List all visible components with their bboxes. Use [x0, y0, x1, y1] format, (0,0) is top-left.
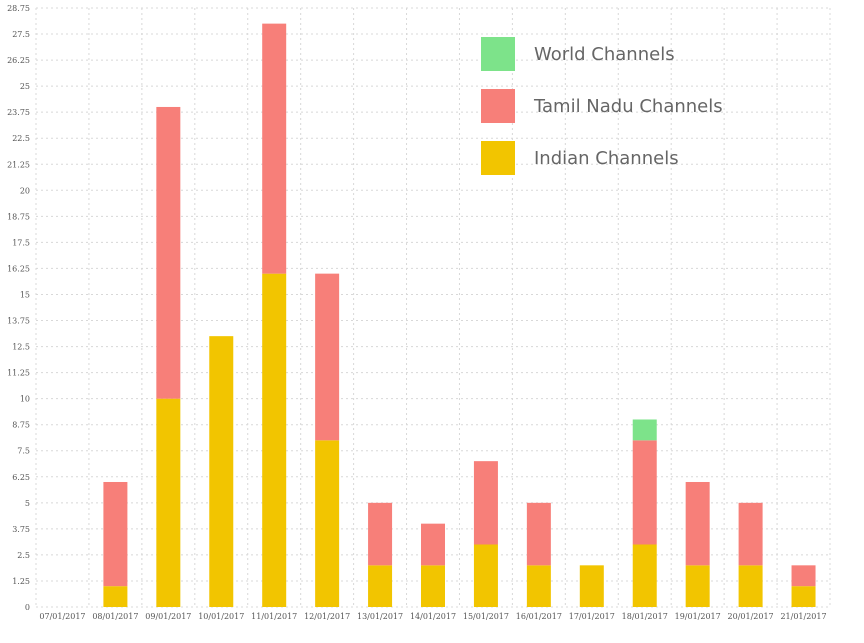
bar-segment-tamil-nadu-channels	[685, 481, 710, 566]
x-tick-label: 19/01/2017	[675, 612, 721, 621]
y-tick-label: 25	[20, 82, 30, 91]
legend-label: World Channels	[534, 44, 675, 65]
x-tick-label: 16/01/2017	[516, 612, 562, 621]
x-tick-label: 15/01/2017	[463, 612, 509, 621]
bar-segment-indian-channels	[738, 565, 763, 607]
bar-segment-indian-channels	[421, 565, 445, 607]
legend-swatch	[481, 37, 515, 71]
y-tick-label: 11.25	[7, 369, 30, 378]
bar-segment-tamil-nadu-channels	[368, 502, 393, 566]
y-tick-label: 27.5	[12, 30, 30, 39]
x-tick-label: 10/01/2017	[198, 612, 244, 621]
bar-segment-indian-channels	[473, 544, 498, 607]
legend-swatch	[481, 89, 515, 123]
bar-segment-tamil-nadu-channels	[791, 565, 816, 587]
y-tick-label: 20	[20, 186, 30, 195]
bar-segment-tamil-nadu-channels	[156, 106, 181, 399]
bar-segment-tamil-nadu-channels	[262, 23, 287, 274]
y-tick-label: 1.25	[12, 577, 30, 586]
bar-segment-indian-channels	[685, 565, 710, 607]
bar-segment-indian-channels	[579, 565, 604, 607]
y-tick-label: 13.75	[7, 317, 30, 326]
bar-segment-tamil-nadu-channels	[738, 502, 763, 566]
bar-segment-indian-channels	[368, 565, 393, 607]
y-tick-label: 8.75	[12, 421, 30, 430]
y-tick-label: 2.5	[17, 551, 30, 560]
x-tick-label: 17/01/2017	[569, 612, 615, 621]
y-tick-label: 16.25	[7, 264, 30, 273]
x-tick-label: 13/01/2017	[357, 612, 403, 621]
x-tick-label: 18/01/2017	[622, 612, 668, 621]
y-tick-label: 6.25	[12, 473, 30, 482]
y-tick-label: 7.5	[17, 447, 30, 456]
x-axis-ticks: 07/01/2017 08/01/2017 09/01/2017 10/01/2017…	[39, 612, 826, 621]
bar-segment-tamil-nadu-channels	[315, 273, 340, 441]
y-tick-label: 23.75	[7, 108, 30, 117]
bar-segment-tamil-nadu-channels	[473, 461, 498, 545]
bar-segment-indian-channels	[632, 544, 657, 607]
x-tick-label: 14/01/2017	[410, 612, 456, 621]
y-tick-label: 10	[20, 395, 30, 404]
bars	[103, 23, 816, 607]
y-tick-label: 0	[25, 603, 30, 612]
x-tick-label: 11/01/2017	[251, 612, 297, 621]
bar-segment-indian-channels	[315, 440, 340, 607]
bar-segment-indian-channels	[209, 336, 234, 607]
bar-segment-indian-channels	[103, 586, 128, 607]
bar-segment-tamil-nadu-channels	[421, 523, 445, 566]
y-tick-label: 3.75	[12, 525, 30, 534]
y-tick-label: 28.75	[7, 4, 30, 13]
y-tick-label: 12.5	[12, 343, 30, 352]
bar-segment-world-channels	[632, 419, 657, 441]
x-tick-label: 08/01/2017	[92, 612, 138, 621]
bar-segment-tamil-nadu-channels	[103, 481, 128, 587]
bar-segment-indian-channels	[526, 565, 551, 607]
x-tick-label: 07/01/2017	[39, 612, 85, 621]
y-tick-label: 15	[20, 290, 30, 299]
y-tick-label: 21.25	[7, 160, 30, 169]
y-tick-label: 26.25	[7, 56, 30, 65]
y-tick-label: 18.75	[7, 212, 30, 221]
y-tick-label: 5	[25, 499, 30, 508]
legend-label: Tamil Nadu Channels	[533, 96, 723, 117]
bar-segment-tamil-nadu-channels	[526, 502, 551, 566]
bar-segment-tamil-nadu-channels	[632, 440, 657, 545]
x-tick-label: 09/01/2017	[145, 612, 191, 621]
legend-swatch	[481, 141, 515, 175]
bar-segment-indian-channels	[156, 398, 181, 607]
bar-segment-indian-channels	[791, 586, 816, 607]
y-tick-label: 17.5	[12, 238, 30, 247]
x-tick-label: 20/01/2017	[728, 612, 774, 621]
legend-label: Indian Channels	[534, 148, 679, 169]
bar-segment-indian-channels	[262, 273, 287, 607]
x-tick-label: 12/01/2017	[304, 612, 350, 621]
y-tick-label: 22.5	[12, 134, 30, 143]
legend: World Channels Tamil Nadu Channels Indian …	[481, 37, 723, 175]
x-tick-label: 21/01/2017	[780, 612, 826, 621]
y-axis-ticks: 0 1.25 2.5 3.75 5 6.25 7.5 8.75 10 11.25 12.5 13.75…	[7, 4, 30, 612]
